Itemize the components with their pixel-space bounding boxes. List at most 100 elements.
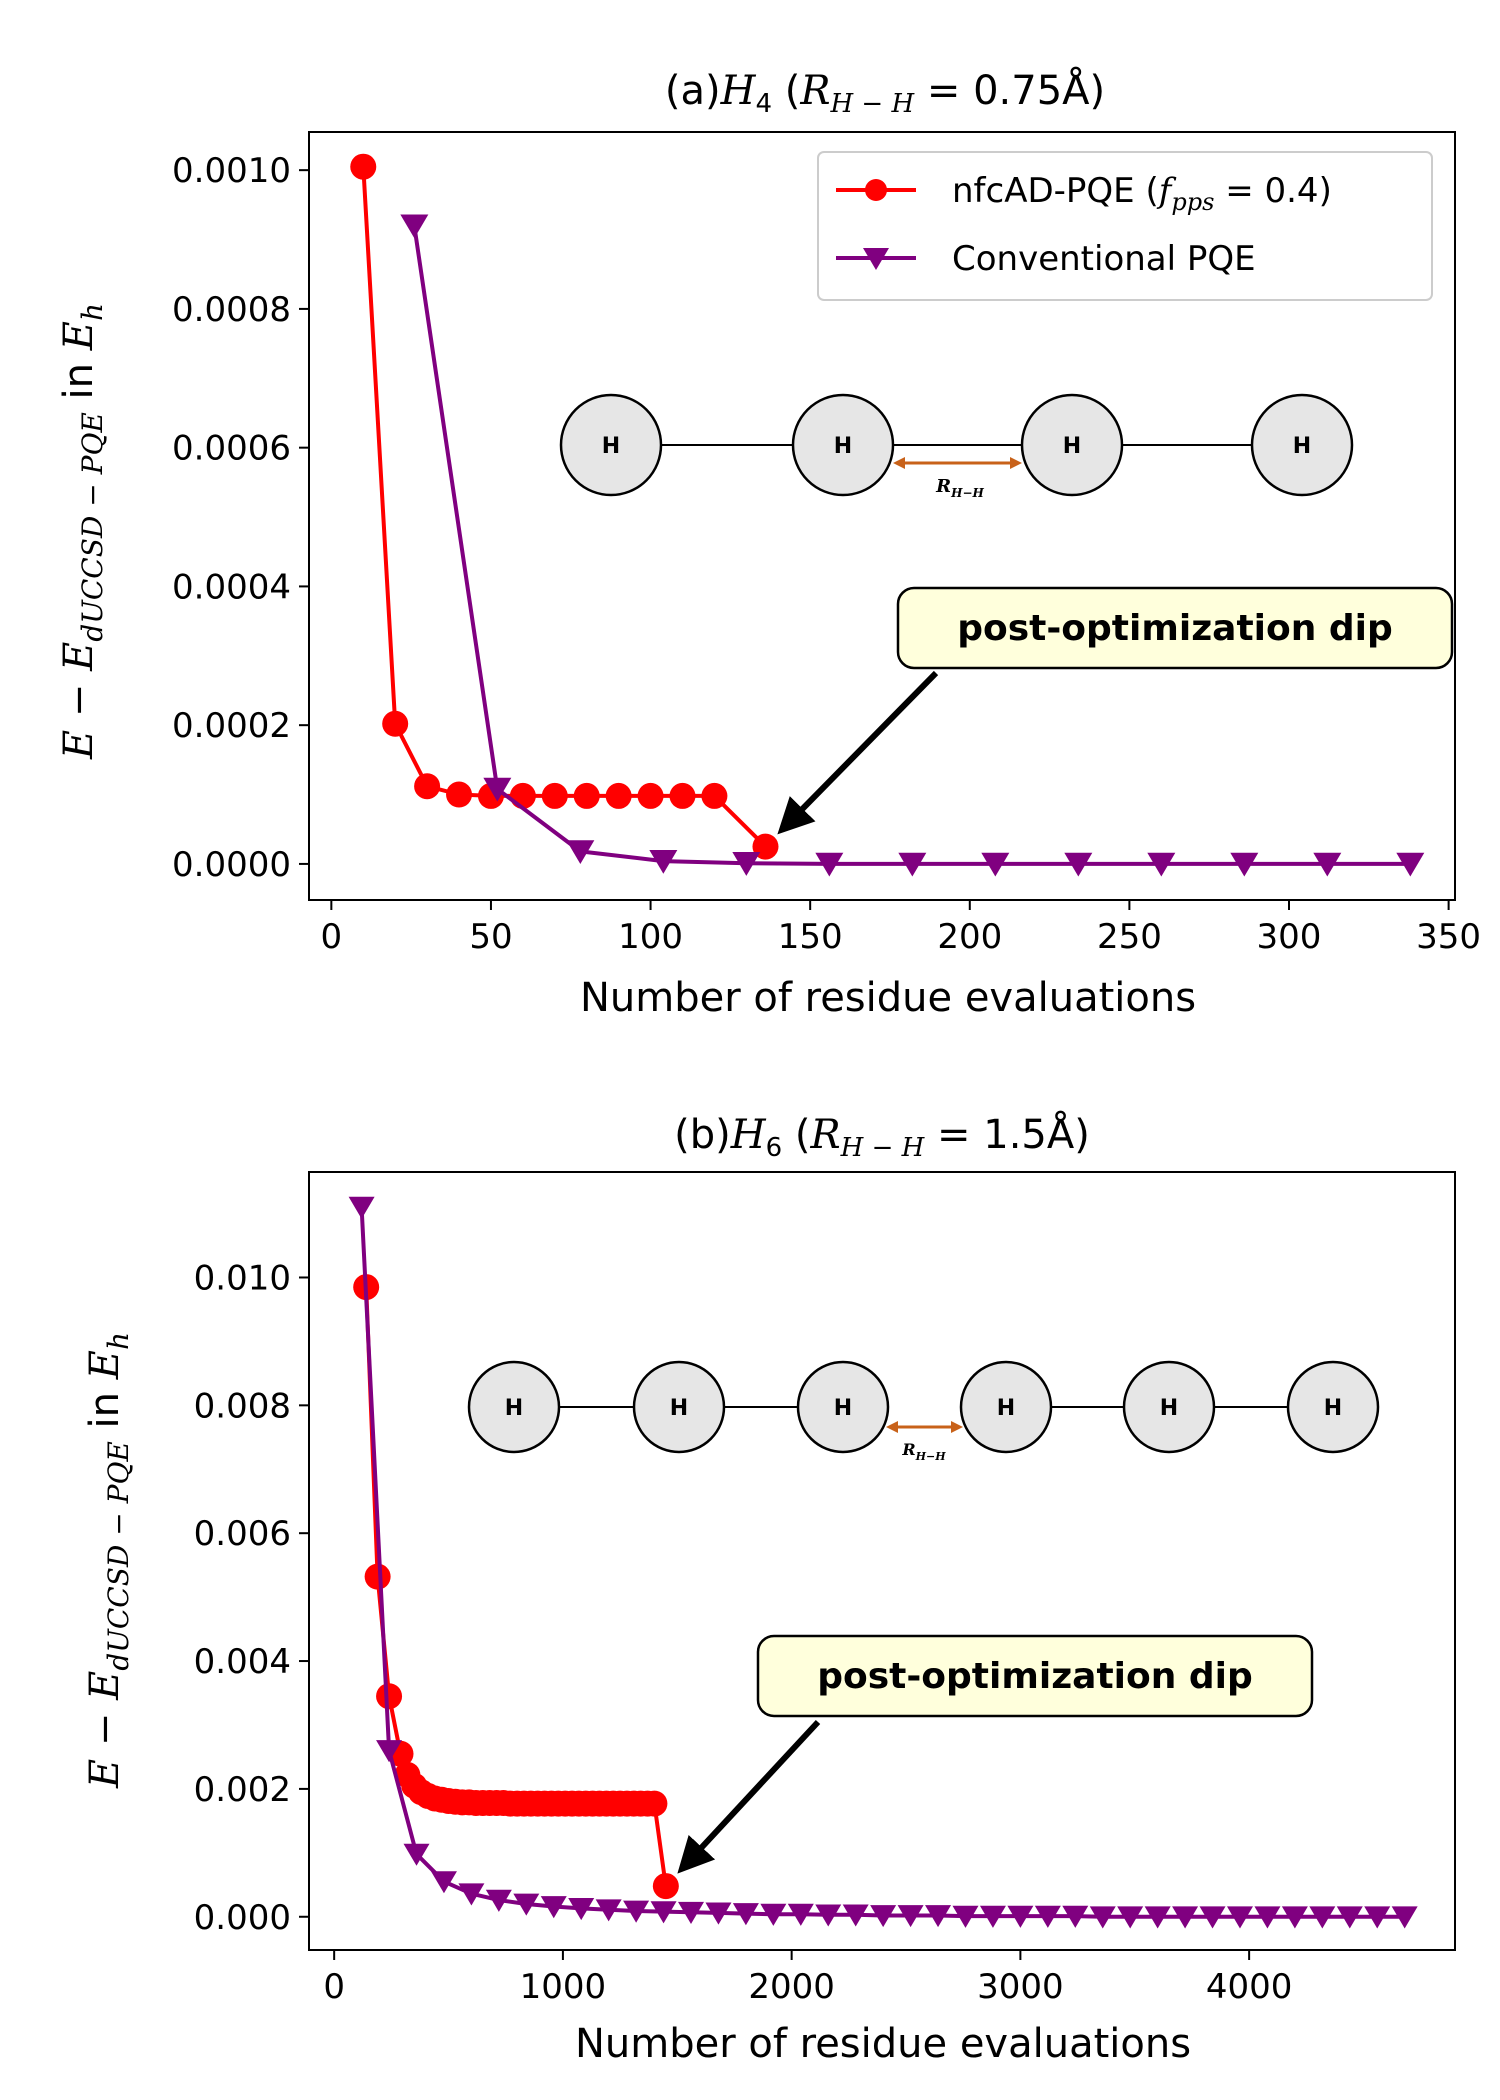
panel-a-nfcad-point	[669, 782, 696, 809]
panel-a-nfcad-point	[414, 773, 441, 800]
panel-b-atom-5: H	[1122, 1360, 1216, 1454]
panel-b-conventional-point	[1364, 1906, 1391, 1929]
panel-b-conventional-point	[348, 1196, 375, 1219]
panel-a-y-axis-label: E − EdUCCSD − PQE in Eh	[56, 303, 109, 760]
legend-item-nfcad: nfcAD-PQE (fpps = 0.4)	[836, 171, 1332, 216]
panel-a-ticks: 0 50 100 150 200 250 300 350 0.0000 0.0002 0.0004 0…	[172, 151, 1481, 957]
panel-a-nfcad-point	[382, 710, 409, 737]
panel-b-conventional-point	[1199, 1906, 1226, 1929]
panel-b-x-tick-label: 0	[323, 1967, 345, 2007]
panel-a-nfcad-point	[701, 782, 728, 809]
panel-b-atom-2: H	[632, 1360, 726, 1454]
panel-a-annotation: post-optimization dip	[777, 586, 1454, 835]
panel-b-conventional-point	[1007, 1905, 1034, 1928]
panel-b-conventional-point	[732, 1903, 759, 1926]
panel-b-x-tick-label: 1000	[520, 1967, 607, 2007]
panel-a-conventional-point	[483, 777, 512, 802]
panel-b-conventional-point	[485, 1889, 512, 1912]
panel-b-conventional-point	[1089, 1906, 1116, 1929]
panel-a-x-tick-label: 200	[937, 917, 1002, 957]
panel-b-atom-1: H	[467, 1360, 561, 1454]
panel-b-x-tick-label: 3000	[977, 1967, 1064, 2007]
panel-a-series	[350, 153, 1425, 877]
panel-b-bond-label: RH−H	[901, 1440, 946, 1463]
panel-a-conventional-point	[1230, 852, 1259, 877]
panel-b-conventional-point	[1336, 1906, 1363, 1929]
panel-a-nfcad-point	[350, 153, 377, 180]
panel-b-annotation-box	[756, 1634, 1314, 1718]
svg-text:H: H	[670, 1396, 688, 1421]
panel-b-conventional-point	[1062, 1905, 1089, 1928]
panel-a-conventional-point	[649, 849, 678, 874]
panel-b-conventional-point	[870, 1905, 897, 1928]
panel-b-y-tick-label: 0.002	[194, 1770, 291, 1810]
panel-b-conventional-point	[815, 1904, 842, 1927]
panel-b-conventional-point	[1281, 1906, 1308, 1929]
panel-b-conventional-point	[376, 1740, 403, 1763]
panel-b-nfcad-point	[364, 1563, 391, 1590]
panel-b-ticks: 0 1000 2000 3000 4000 0.000 0.002 0.004 0.006 0.0…	[194, 1258, 1293, 2007]
svg-text:H: H	[1324, 1396, 1342, 1421]
panel-a-bond-label: RH−H	[935, 476, 984, 500]
panel-a: (a)H4 (RH − H = 0.75Å) E − EdUCCSD − PQE…	[56, 66, 1481, 1021]
panel-b-conventional-point	[568, 1898, 595, 1921]
panel-a-x-tick-label: 300	[1257, 917, 1322, 957]
panel-a-series-line-conventional	[412, 225, 1411, 866]
panel-b-conventional-point	[1226, 1906, 1253, 1929]
panel-a-nfcad-point	[573, 782, 600, 809]
panel-b-atom-6: H	[1286, 1360, 1380, 1454]
panel-b-atom-4: H	[959, 1360, 1053, 1454]
panel-b-conventional-point	[897, 1905, 924, 1928]
panel-b-conventional-point	[925, 1905, 952, 1928]
panel-b-conventional-point	[513, 1893, 540, 1916]
panel-a-annotation-box	[896, 586, 1454, 670]
panel-b-plot-area	[308, 1171, 1456, 1951]
panel-a-x-tick-label: 350	[1416, 917, 1481, 957]
panel-a-molecule: H H H H RH−H	[559, 393, 1354, 500]
panel-b-atom-3: H	[796, 1360, 890, 1454]
panel-b-conventional-point	[705, 1902, 732, 1925]
panel-b-conventional-point	[595, 1899, 622, 1922]
panel-a-x-tick-label: 250	[1097, 917, 1162, 957]
panel-b-conventional-point	[979, 1905, 1006, 1928]
panel-b-conventional-point	[1254, 1906, 1281, 1929]
panel-b-x-tick-label: 4000	[1206, 1967, 1293, 2007]
panel-a-x-tick-label: 150	[778, 917, 843, 957]
panel-a-y-tick-label: 0.0006	[172, 429, 291, 469]
panel-b-molecule: H H H H H H RH−H	[467, 1360, 1380, 1463]
panel-a-y-tick-label: 0.0000	[172, 845, 291, 885]
svg-text:H: H	[1063, 434, 1081, 459]
panel-b-y-tick-label: 0.010	[194, 1258, 291, 1298]
panel-a-title: (a)H4 (RH − H = 0.75Å)	[665, 66, 1105, 119]
panel-b-nfcad-point	[641, 1790, 668, 1817]
panel-a-plot-area	[308, 131, 1456, 901]
legend: nfcAD-PQE (fpps = 0.4) Conventional PQE	[817, 151, 1433, 301]
legend-box	[817, 151, 1433, 301]
panel-a-nfcad-point	[541, 782, 568, 809]
panel-a-annotation-arrow	[777, 670, 939, 835]
svg-text:H: H	[1293, 434, 1311, 459]
panel-b-conventional-point	[952, 1905, 979, 1928]
panel-b-conventional-point	[1117, 1906, 1144, 1929]
panel-a-y-tick-label: 0.0008	[172, 290, 291, 330]
panel-a-conventional-point	[732, 852, 761, 876]
panel-a-nfcad-point	[446, 781, 473, 808]
panel-b-conventional-point	[650, 1901, 677, 1924]
panel-a-x-axis-label: Number of residue evaluations	[580, 975, 1196, 1021]
panel-a-conventional-point	[1396, 852, 1425, 877]
svg-text:H: H	[505, 1396, 523, 1421]
panel-a-conventional-point	[1064, 852, 1093, 877]
panel-a-y-tick-label: 0.0002	[172, 706, 291, 746]
panel-b-series	[348, 1196, 1418, 1929]
panel-a-series-line-nfcad	[361, 166, 767, 849]
panel-b-y-tick-label: 0.006	[194, 1514, 291, 1554]
panel-b-conventional-point	[430, 1871, 457, 1894]
panel-b-conventional-point	[540, 1896, 567, 1919]
legend-item-conventional: Conventional PQE	[836, 239, 1256, 279]
panel-b-bond-length-arrow	[886, 1421, 963, 1433]
panel-a-nfcad-point	[509, 782, 536, 809]
panel-a-bond-length-arrow	[893, 457, 1022, 469]
panel-a-atom-4: H	[1250, 393, 1354, 497]
svg-text:H: H	[997, 1396, 1015, 1421]
panel-a-x-tick-label: 100	[618, 917, 683, 957]
